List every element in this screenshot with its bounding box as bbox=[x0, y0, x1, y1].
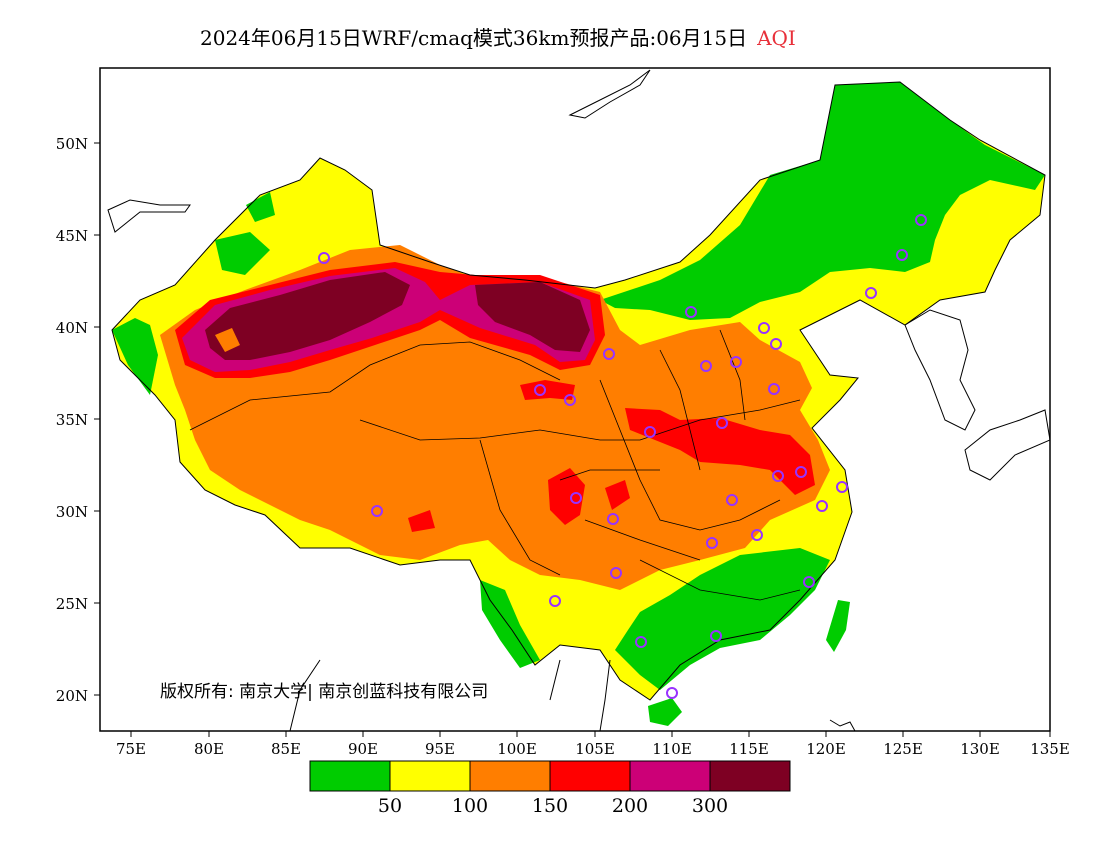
station-marker bbox=[564, 394, 576, 406]
lon-axis bbox=[130, 731, 1051, 737]
lat-axis bbox=[94, 142, 100, 696]
station-marker bbox=[610, 567, 622, 579]
legend-swatch bbox=[389, 760, 471, 792]
aqi-good-zone-west bbox=[112, 318, 158, 395]
aqi-legend: 50 100 150 200 300 bbox=[309, 760, 791, 817]
station-marker bbox=[635, 636, 647, 648]
korea-coast bbox=[904, 309, 976, 431]
lon-tick-label: 80E bbox=[194, 740, 224, 758]
aqi-unhealthy-north-china bbox=[625, 408, 815, 495]
aqi-unhealthy-sichuan bbox=[548, 468, 585, 525]
plot-frame bbox=[99, 67, 1051, 732]
legend-label: 50 bbox=[378, 795, 402, 817]
lat-tick-label: 20N bbox=[56, 687, 88, 705]
lon-tick-label: 110E bbox=[652, 740, 692, 758]
philippines-coast bbox=[829, 719, 856, 732]
aqi-good-zone-south bbox=[615, 548, 830, 690]
aqi-very-unhealthy-dot bbox=[215, 328, 240, 352]
station-marker bbox=[318, 252, 330, 264]
lon-tick-label: 120E bbox=[806, 740, 846, 758]
lat-tick-labels: 50N 45N 40N 35N 30N 25N 20N bbox=[56, 135, 88, 705]
lat-tick-label: 30N bbox=[56, 503, 88, 521]
station-marker bbox=[896, 249, 908, 261]
indochina-coast bbox=[289, 659, 611, 732]
russia-edge bbox=[568, 69, 651, 119]
lon-tick-label: 115E bbox=[729, 740, 769, 758]
aqi-unhealthy-loess bbox=[520, 380, 575, 400]
station-marker bbox=[758, 322, 770, 334]
aqi-good-zone-taiwan bbox=[826, 600, 850, 652]
station-marker bbox=[816, 500, 828, 512]
station-marker bbox=[570, 492, 582, 504]
lon-tick-label: 90E bbox=[348, 740, 378, 758]
station-marker bbox=[795, 466, 807, 478]
aqi-unhealthy-tibet-south bbox=[408, 510, 435, 532]
aqi-good-zone-northeast bbox=[600, 82, 1045, 320]
station-marker bbox=[726, 494, 738, 506]
legend-swatch bbox=[549, 760, 631, 792]
aqi-field bbox=[112, 82, 1045, 726]
legend-swatch bbox=[309, 760, 391, 792]
station-marker bbox=[770, 338, 782, 350]
legend-label: 300 bbox=[692, 795, 728, 817]
lat-tick-label: 25N bbox=[56, 595, 88, 613]
kazakhstan-edge bbox=[107, 199, 191, 233]
station-marker bbox=[534, 384, 546, 396]
station-marker bbox=[716, 417, 728, 429]
station-marker bbox=[803, 576, 815, 588]
legend-swatch bbox=[709, 760, 791, 792]
aqi-hazardous-taklamakan bbox=[205, 272, 410, 360]
station-marker bbox=[772, 470, 784, 482]
title-main: 2024年06月15日WRF/cmaq模式36km预报产品:06月15日 bbox=[200, 26, 748, 50]
copyright-text: 版权所有: 南京大学| 南京创蓝科技有限公司 bbox=[160, 682, 488, 702]
station-marker bbox=[666, 687, 678, 699]
legend-swatch bbox=[629, 760, 711, 792]
lon-tick-label: 95E bbox=[425, 740, 455, 758]
aqi-hazardous-gobi bbox=[475, 282, 590, 352]
aqi-good-zone-southwest bbox=[480, 580, 540, 668]
title-variable: AQI bbox=[757, 26, 796, 50]
lon-tick-label: 105E bbox=[575, 740, 615, 758]
station-marker bbox=[915, 214, 927, 226]
legend-label: 150 bbox=[532, 795, 568, 817]
country-border bbox=[111, 81, 1046, 701]
province-lines bbox=[189, 329, 801, 601]
aqi-good-zone-hainan bbox=[648, 698, 682, 726]
aqi-good-zone-northwest bbox=[215, 192, 275, 275]
lon-tick-labels: 75E 80E 85E 90E 95E 100E 105E 110E 115E … bbox=[116, 740, 1070, 758]
lon-tick-label: 100E bbox=[497, 740, 537, 758]
lat-tick-label: 40N bbox=[56, 319, 88, 337]
lat-tick-label: 35N bbox=[56, 411, 88, 429]
station-marker bbox=[549, 595, 561, 607]
station-marker bbox=[685, 306, 697, 318]
aqi-unhealthy-chongqing bbox=[605, 480, 630, 510]
lon-tick-label: 85E bbox=[271, 740, 301, 758]
station-marker bbox=[603, 348, 615, 360]
legend-label: 100 bbox=[452, 795, 488, 817]
station-marker bbox=[865, 287, 877, 299]
station-marker bbox=[706, 537, 718, 549]
station-marker bbox=[700, 360, 712, 372]
station-marker bbox=[710, 630, 722, 642]
lon-tick-label: 130E bbox=[960, 740, 1000, 758]
lon-tick-label: 75E bbox=[116, 740, 146, 758]
lat-tick-label: 45N bbox=[56, 227, 88, 245]
station-markers bbox=[318, 214, 927, 699]
station-marker bbox=[371, 505, 383, 517]
legend-swatch bbox=[469, 760, 551, 792]
station-marker bbox=[768, 383, 780, 395]
station-marker bbox=[836, 481, 848, 493]
map-title: 2024年06月15日WRF/cmaq模式36km预报产品:06月15日 AQI bbox=[200, 22, 796, 51]
lon-tick-label: 135E bbox=[1030, 740, 1070, 758]
station-marker bbox=[751, 529, 763, 541]
lat-tick-label: 50N bbox=[56, 135, 88, 153]
station-marker bbox=[730, 356, 742, 368]
legend-label: 200 bbox=[612, 795, 648, 817]
lon-tick-label: 125E bbox=[883, 740, 923, 758]
station-marker bbox=[644, 426, 656, 438]
station-marker bbox=[607, 513, 619, 525]
